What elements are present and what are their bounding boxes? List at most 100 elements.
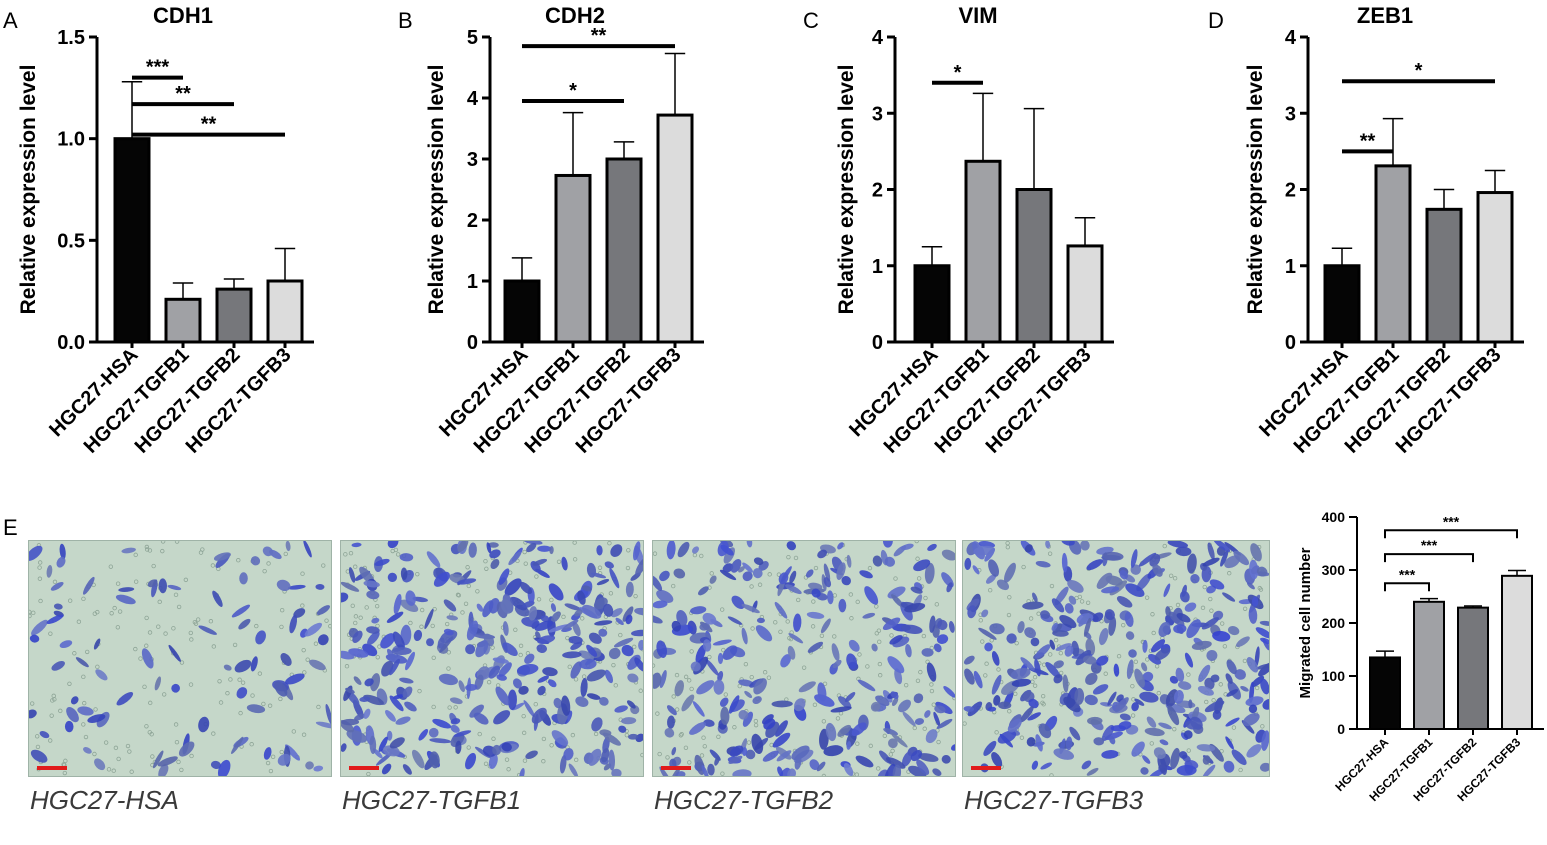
stained-cell (1062, 674, 1069, 693)
stained-cell (675, 771, 686, 776)
stained-cell (154, 676, 162, 691)
membrane-pore (670, 583, 676, 589)
stained-cell (963, 706, 975, 712)
membrane-pore (29, 613, 32, 619)
stained-cell (1185, 720, 1199, 730)
membrane-pore (822, 681, 828, 686)
stained-cell (1027, 712, 1041, 721)
stained-cell (1142, 671, 1154, 683)
stained-cell (1157, 754, 1167, 775)
stained-cell (29, 545, 43, 561)
stained-cell (564, 603, 581, 611)
membrane-pore (888, 752, 894, 757)
membrane-pore (753, 722, 759, 728)
stained-cell (577, 590, 586, 605)
membrane-pore (1116, 653, 1122, 659)
bar (656, 113, 694, 344)
stained-cell (1017, 621, 1025, 634)
membrane-pore (29, 609, 32, 615)
membrane-pore (1172, 576, 1178, 581)
membrane-pore (160, 548, 165, 554)
stained-cell (412, 596, 428, 603)
stained-cell (1139, 691, 1159, 703)
stained-cell (625, 581, 634, 598)
stained-cell (118, 587, 135, 592)
stained-cell (1227, 626, 1240, 636)
stained-cell (843, 763, 854, 776)
membrane-pore (1079, 599, 1085, 604)
stained-cell (178, 741, 195, 757)
stained-cell (925, 729, 938, 744)
membrane-pore (996, 667, 1001, 672)
stained-cell (537, 685, 546, 696)
stained-cell (548, 583, 564, 601)
membrane-pore (857, 652, 862, 657)
membrane-pore (477, 731, 482, 737)
stained-cell (832, 659, 842, 669)
membrane-pore (523, 561, 528, 566)
stained-cell (1179, 591, 1190, 603)
stained-cell (450, 718, 461, 725)
membrane-pore (419, 607, 425, 613)
stained-cell (29, 634, 40, 643)
stained-cell (1248, 704, 1258, 714)
membrane-pore (876, 628, 882, 633)
membrane-pore (374, 603, 380, 609)
stained-cell (363, 708, 371, 719)
stained-cell (325, 704, 331, 725)
stained-cell (246, 704, 266, 714)
bar (1015, 188, 1053, 344)
stained-cell (341, 592, 349, 603)
stained-cell (389, 658, 400, 676)
stained-cell (1078, 613, 1090, 627)
stained-cell (892, 764, 902, 776)
membrane-pore (176, 604, 182, 610)
stained-cell (374, 558, 390, 567)
stained-cell (671, 620, 681, 632)
membrane-pore (265, 760, 271, 766)
stained-cell (825, 722, 837, 742)
stained-cell (381, 763, 392, 775)
stained-cell (728, 755, 743, 764)
stained-cell (77, 706, 94, 716)
stained-cell (719, 697, 729, 707)
stained-cell (141, 648, 154, 669)
membrane-pore (37, 576, 43, 581)
stained-cell (386, 730, 393, 741)
stained-cell (709, 575, 717, 584)
stained-cell (1053, 748, 1075, 760)
membrane-pore (1133, 659, 1139, 665)
membrane-pore (179, 767, 184, 773)
stained-cell (1202, 557, 1220, 567)
membrane-pore (343, 552, 348, 557)
stained-cell (864, 586, 879, 605)
stained-cell (1096, 572, 1113, 589)
stained-cell (1006, 633, 1017, 644)
stained-cell (780, 654, 792, 668)
stained-cell (1101, 586, 1120, 594)
membrane-pore (1058, 650, 1064, 656)
stained-cell (1082, 655, 1097, 665)
stained-cell (1149, 553, 1161, 567)
chart-cdh2: CDH2 Relative expression level 0 1 2 3 4 5 HGC27… (425, 3, 704, 458)
membrane-pore (1040, 693, 1046, 699)
y-axis-label: Relative expression level (835, 65, 858, 315)
y-tick-label: 2 (872, 180, 883, 202)
stained-cell (1259, 620, 1269, 626)
stained-cell (720, 544, 734, 556)
stained-cell (602, 732, 621, 746)
stained-cell (918, 753, 939, 762)
stained-cell (621, 717, 637, 725)
y-tick-label: 1 (467, 271, 478, 293)
membrane-pore (29, 701, 35, 706)
stained-cell (1255, 627, 1269, 639)
stained-cell (391, 647, 412, 656)
membrane-pore (593, 731, 599, 737)
significance-label: ** (591, 25, 607, 47)
significance-bracket (1384, 553, 1474, 563)
membrane-pore (236, 558, 241, 563)
stained-cell (666, 541, 676, 560)
membrane-pore (116, 756, 121, 762)
stained-cell (198, 625, 217, 635)
membrane-pore (93, 707, 98, 712)
